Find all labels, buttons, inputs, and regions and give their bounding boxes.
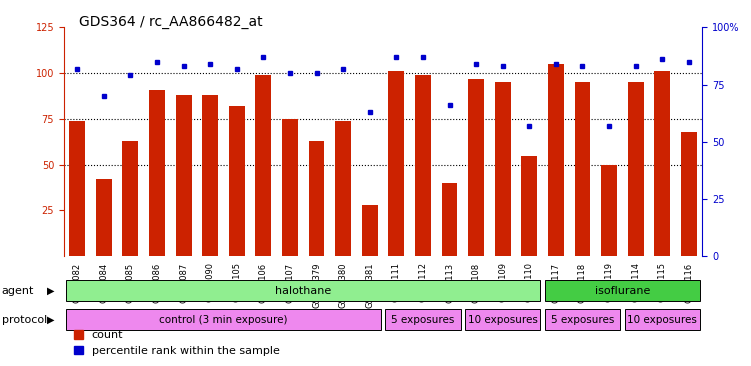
Bar <box>282 119 298 256</box>
Bar <box>176 95 192 256</box>
Bar <box>335 121 351 256</box>
Text: 5 exposures: 5 exposures <box>550 315 614 325</box>
Text: isoflurane: isoflurane <box>595 285 650 296</box>
Text: control (3 min exposure): control (3 min exposure) <box>159 315 288 325</box>
Bar <box>548 64 564 256</box>
Bar <box>69 121 85 256</box>
Text: ▶: ▶ <box>47 315 55 325</box>
Bar <box>681 132 697 256</box>
Text: 10 exposures: 10 exposures <box>468 315 538 325</box>
Bar <box>544 309 620 330</box>
Bar <box>149 90 165 256</box>
Bar <box>415 75 431 256</box>
Bar <box>544 280 700 301</box>
Bar <box>388 71 404 256</box>
Bar <box>628 82 644 256</box>
Bar <box>654 71 671 256</box>
Bar <box>442 183 457 256</box>
Bar <box>601 165 617 256</box>
Legend: count, percentile rank within the sample: count, percentile rank within the sample <box>69 326 284 361</box>
Bar <box>575 82 590 256</box>
Bar <box>66 309 381 330</box>
Bar <box>495 82 511 256</box>
Text: 10 exposures: 10 exposures <box>627 315 697 325</box>
Bar <box>229 106 245 256</box>
Bar <box>362 205 378 256</box>
Text: agent: agent <box>2 285 34 296</box>
Bar <box>66 280 541 301</box>
Text: protocol: protocol <box>2 315 47 325</box>
Bar <box>385 309 460 330</box>
Bar <box>255 75 271 256</box>
Text: ▶: ▶ <box>47 285 55 296</box>
Bar <box>96 179 112 256</box>
Bar <box>122 141 138 256</box>
Text: 5 exposures: 5 exposures <box>391 315 454 325</box>
Bar <box>465 309 541 330</box>
Text: halothane: halothane <box>275 285 331 296</box>
Bar <box>309 141 324 256</box>
Bar <box>625 309 700 330</box>
Bar <box>468 79 484 256</box>
Bar <box>521 156 537 256</box>
Text: GDS364 / rc_AA866482_at: GDS364 / rc_AA866482_at <box>79 15 263 29</box>
Bar <box>202 95 218 256</box>
